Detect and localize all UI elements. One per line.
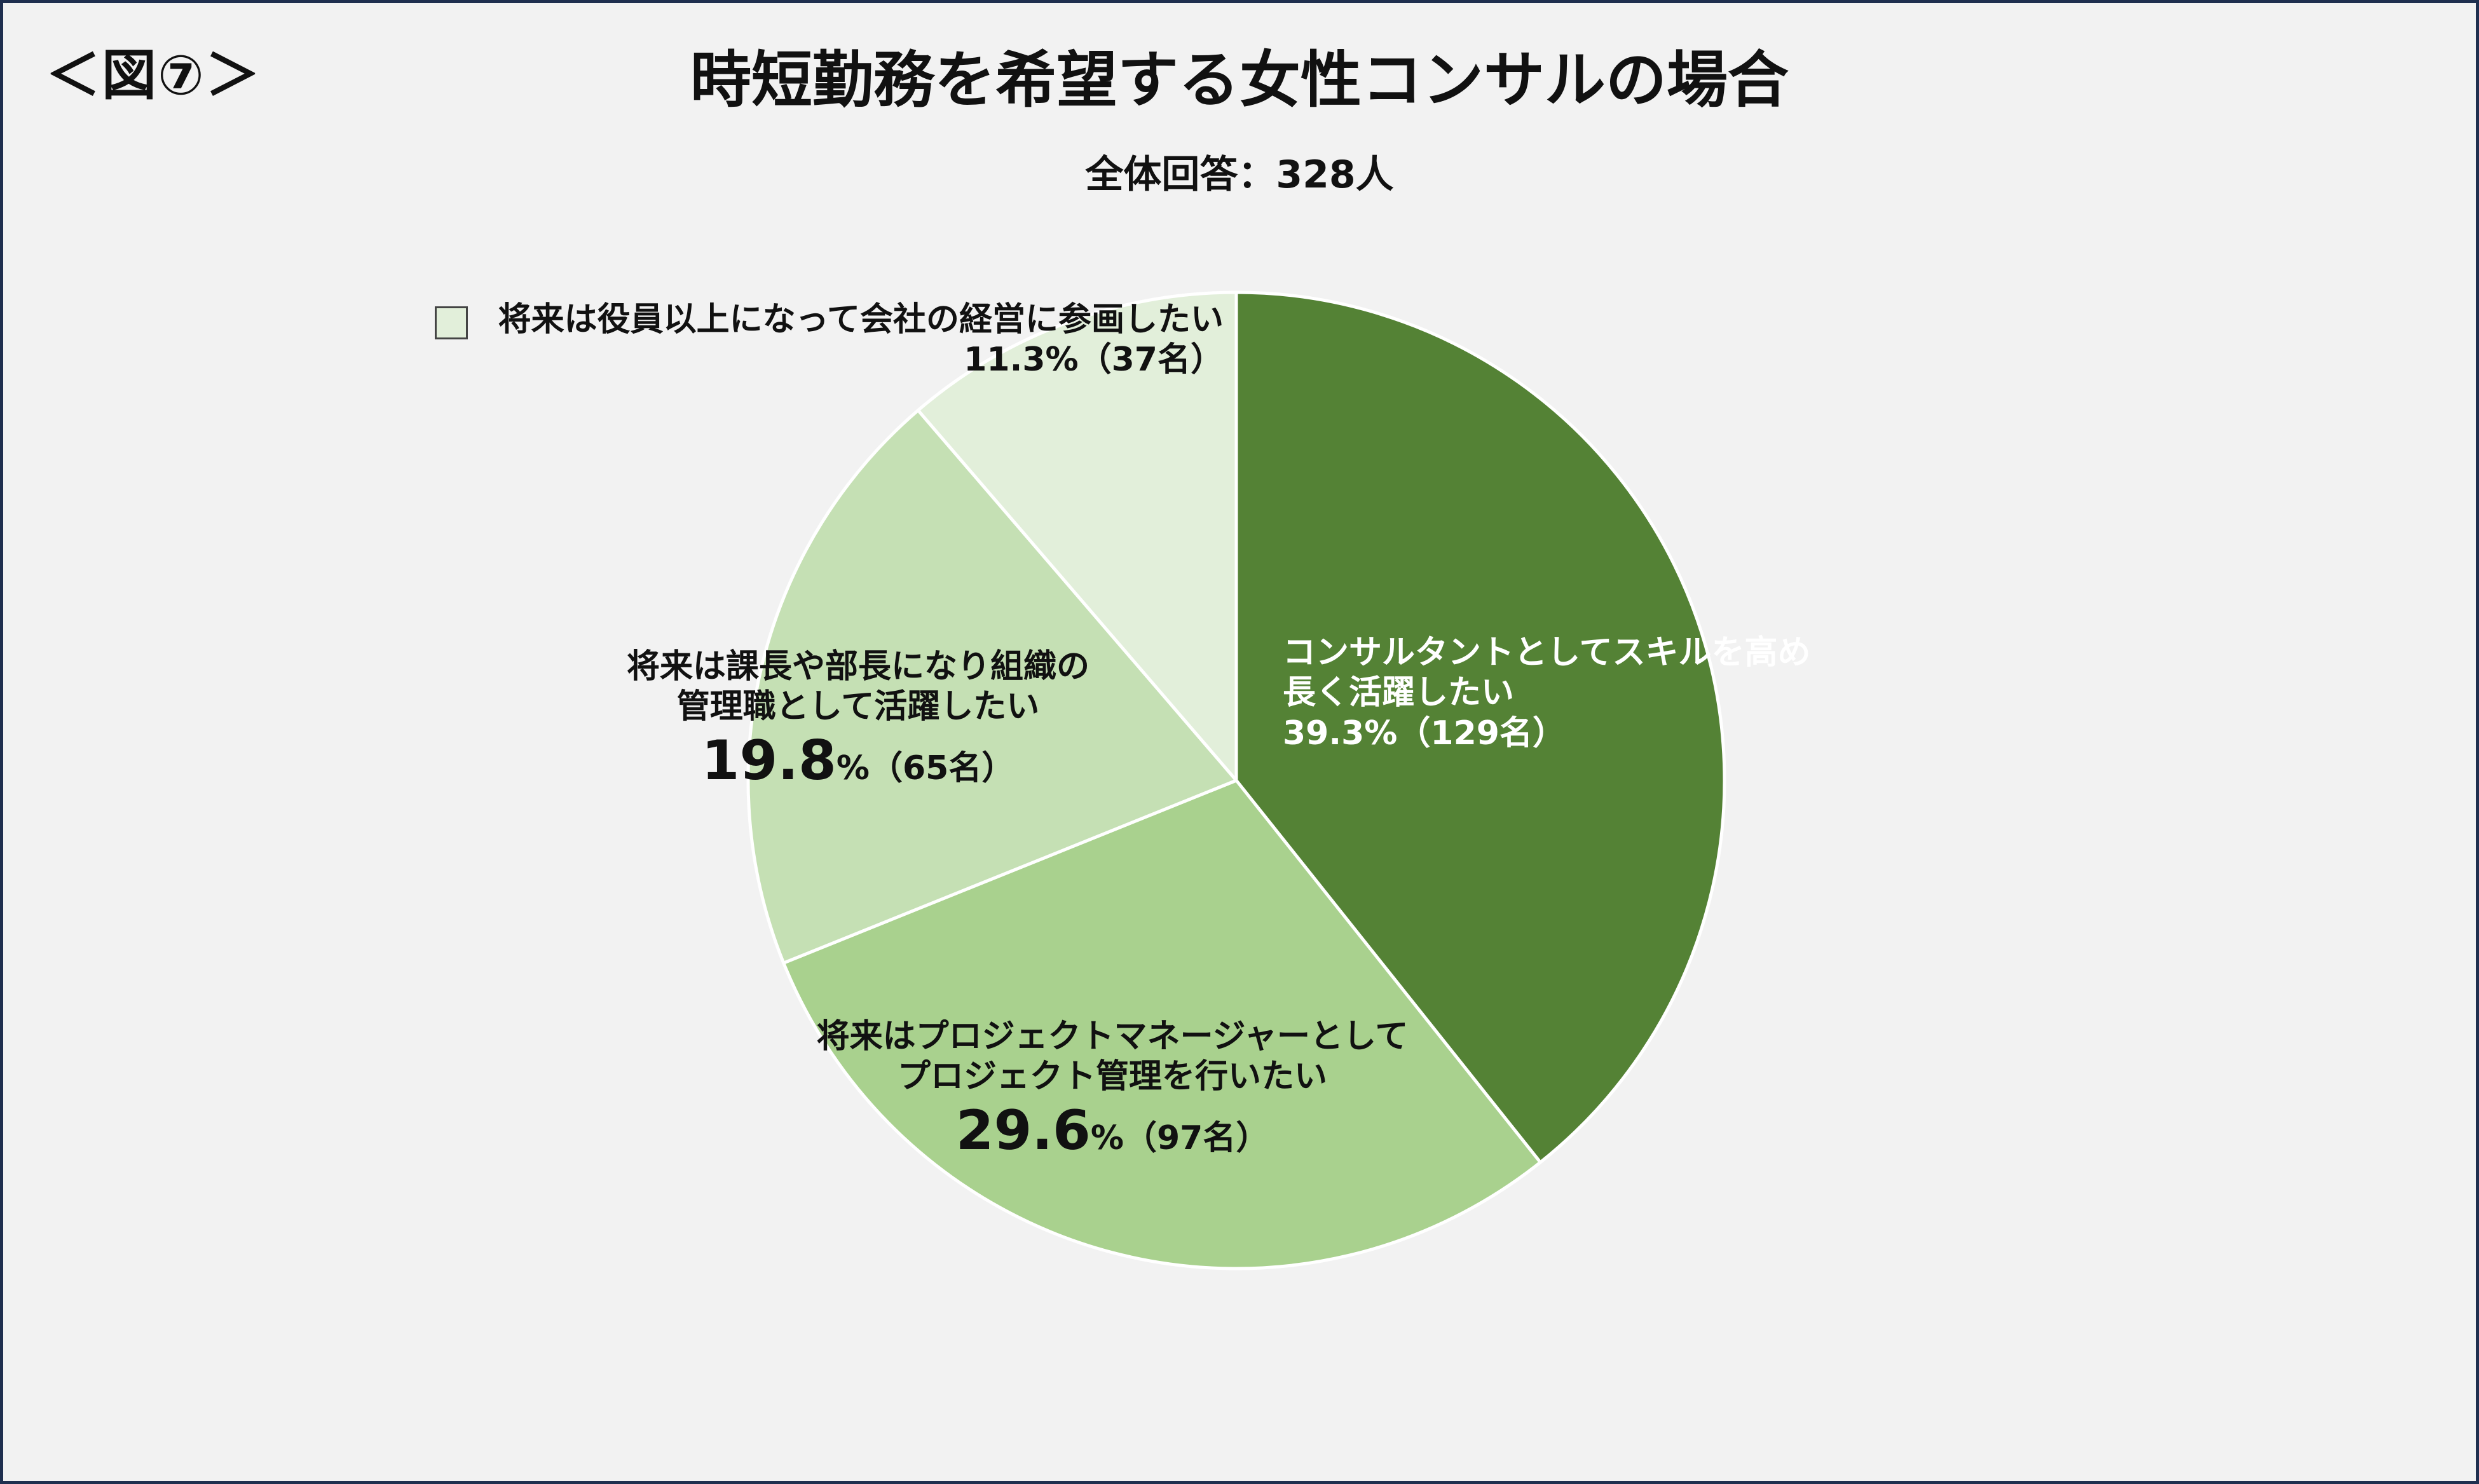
slice-count: （65名）	[869, 749, 1015, 787]
slice-label-line: 将来は役員以上になって会社の経営に参画したい	[498, 301, 1224, 339]
slice-percent: 29.6	[955, 1098, 1091, 1162]
slice-percent-unit: %	[836, 749, 870, 787]
slice-label-line: 管理職として活躍したい	[676, 688, 1040, 726]
slice-percent-unit: %	[1090, 1119, 1124, 1157]
pie-slice-project-manager	[782, 779, 1542, 1270]
chart-subtitle: 全体回答：328人	[1085, 153, 1394, 197]
pie-slices	[746, 290, 1726, 1270]
pie-slice-manager	[746, 409, 1238, 965]
slice-label-line: 将来はプロジェクトマネージャーとして	[816, 1018, 1409, 1056]
slice-label-line: 将来は課長や部長になり組織の	[626, 648, 1089, 686]
slice-label-line: プロジェクト管理を行いたい	[897, 1058, 1327, 1096]
chart-title: 時短勤務を希望する女性コンサルの場合	[690, 44, 1789, 116]
slice-label-executive: 将来は役員以上になって会社の経営に参画したい 11.3%（37名）	[480, 300, 1224, 381]
slice-label-project-manager: 将来はプロジェクトマネージャーとして プロジェクト管理を行いたい 29.6%（9…	[769, 1017, 1456, 1164]
pie-slice-executive	[916, 290, 1238, 782]
slice-count: （97名）	[1123, 1119, 1269, 1157]
slice-label-line: コンサルタントとしてスキルを高め	[1283, 634, 1811, 672]
slice-label-line: 長く活躍したい	[1283, 674, 1515, 712]
slice-label-consultant: コンサルタントとしてスキルを高め 長く活躍したい 39.3%（129名）	[1283, 633, 1810, 754]
legend-swatch-executive	[435, 306, 468, 339]
slice-percent: 19.8	[701, 728, 837, 793]
slice-percent: 11.3%	[964, 341, 1079, 379]
slice-percent: 39.3%	[1283, 714, 1398, 752]
figure-label: ＜図⑦＞	[46, 44, 261, 107]
slice-count: （129名）	[1397, 714, 1566, 752]
slice-count: （37名）	[1078, 341, 1224, 379]
slice-label-manager: 将来は課長や部長になり組織の 管理職として活躍したい 19.8%（65名）	[572, 647, 1144, 794]
pie-slice-consultant	[1234, 290, 1726, 1164]
